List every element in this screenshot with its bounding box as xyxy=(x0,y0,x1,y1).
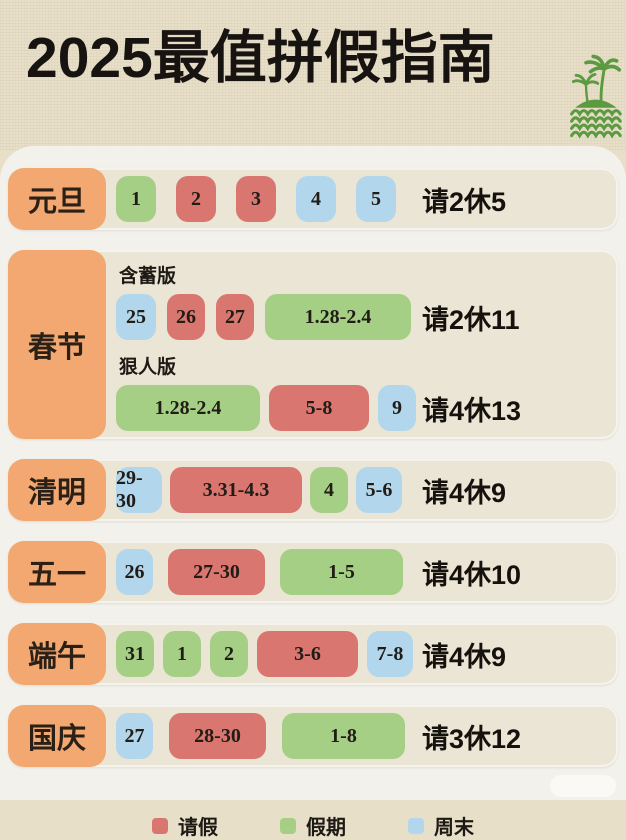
date-cell-holiday: 31 xyxy=(116,631,154,677)
date-cell-weekend: 4 xyxy=(296,176,336,222)
plan-subrow: 1 2 3 4 5 请2休5 xyxy=(116,176,616,222)
legend-label: 假期 xyxy=(306,817,346,839)
variant-tag: 含蓄版 xyxy=(119,266,177,287)
holiday-name: 春节 xyxy=(8,250,106,439)
holiday-name: 国庆 xyxy=(8,705,106,767)
legend-swatch-weekend xyxy=(408,817,424,834)
holiday-row-body: 29-30 3.31-4.3 4 5-6 请4休9 xyxy=(104,461,616,519)
holiday-row-body: 含蓄版 25 26 27 1.28-2.4 请2休11 狠人版 1.28-2.4 5-8 9 请4休… xyxy=(104,252,616,437)
variant-tag: 狠人版 xyxy=(119,357,177,378)
date-cell-holiday: 2 xyxy=(210,631,248,677)
holiday-name: 清明 xyxy=(8,459,106,521)
date-cells: 29-30 3.31-4.3 4 5-6 xyxy=(116,467,416,513)
date-cell-weekend: 9 xyxy=(378,385,416,431)
plan-subrow: 26 27-30 1-5 请4休10 xyxy=(116,549,616,595)
date-cell-weekend: 27 xyxy=(116,713,153,759)
holiday-row: 五一 26 27-30 1-5 请4休10 xyxy=(8,541,618,603)
date-cell-weekend: 25 xyxy=(116,294,156,340)
header: 2025最值拼假指南 xyxy=(0,0,626,150)
date-cell-leave: 27-30 xyxy=(168,549,265,595)
holiday-row-body: 27 28-30 1-8 请3休12 xyxy=(104,707,616,765)
page-title: 2025最值拼假指南 xyxy=(26,26,495,90)
holiday-rows: 元旦 1 2 3 4 5 请2休5 春节 含蓄版 25 26 27 1.28-2.4 请2休11 狠人版 1.… xyxy=(8,168,618,767)
legend-label: 周末 xyxy=(434,817,474,839)
legend-swatch-holiday xyxy=(280,817,296,834)
leave-summary: 请2休11 xyxy=(422,304,520,335)
date-cell-holiday: 1.28-2.4 xyxy=(265,294,411,340)
holiday-row: 端午 31 1 2 3-6 7-8 请4休9 xyxy=(8,623,618,685)
holiday-row: 国庆 27 28-30 1-8 请3休12 xyxy=(8,705,618,767)
plan-subrow: 含蓄版 25 26 27 1.28-2.4 请2休11 xyxy=(116,258,616,340)
holiday-name: 端午 xyxy=(8,623,106,685)
plan-subrow: 31 1 2 3-6 7-8 请4休9 xyxy=(116,631,616,677)
date-cell-leave: 26 xyxy=(167,294,205,340)
plan-line: 1 2 3 4 5 请2休5 xyxy=(116,176,616,222)
date-cell-weekend: 26 xyxy=(116,549,153,595)
date-cell-holiday: 1-5 xyxy=(280,549,403,595)
leave-summary: 请4休13 xyxy=(422,395,522,426)
holiday-row-body: 26 27-30 1-5 请4休10 xyxy=(104,543,616,601)
plan-line: 29-30 3.31-4.3 4 5-6 请4休9 xyxy=(116,467,616,513)
plan-line: 1.28-2.4 5-8 9 请4休13 xyxy=(116,385,616,431)
date-cells: 25 26 27 1.28-2.4 xyxy=(116,294,416,340)
holiday-row: 春节 含蓄版 25 26 27 1.28-2.4 请2休11 狠人版 1.28-2.4 5-8 9 请… xyxy=(8,250,618,439)
date-cell-leave: 2 xyxy=(176,176,216,222)
date-cell-leave: 3 xyxy=(236,176,276,222)
date-cell-leave: 3.31-4.3 xyxy=(170,467,302,513)
date-cell-leave: 27 xyxy=(216,294,254,340)
date-cell-weekend: 29-30 xyxy=(116,467,162,513)
date-cell-holiday: 1-8 xyxy=(282,713,405,759)
legend: 请假 假期 周末 xyxy=(8,811,618,840)
date-cell-holiday: 1 xyxy=(163,631,201,677)
palm-island-icon xyxy=(570,54,622,139)
date-cells: 27 28-30 1-8 xyxy=(116,713,416,759)
date-cells: 26 27-30 1-5 xyxy=(116,549,416,595)
date-cell-leave: 5-8 xyxy=(269,385,369,431)
plan-subrow: 27 28-30 1-8 请3休12 xyxy=(116,713,616,759)
plan-line: 27 28-30 1-8 请3休12 xyxy=(116,713,616,759)
leave-summary: 请2休5 xyxy=(422,186,507,217)
date-cell-weekend: 5 xyxy=(356,176,396,222)
plan-line: 26 27-30 1-5 请4休10 xyxy=(116,549,616,595)
plan-subrow: 29-30 3.31-4.3 4 5-6 请4休9 xyxy=(116,467,616,513)
holiday-row-body: 31 1 2 3-6 7-8 请4休9 xyxy=(104,625,616,683)
date-cell-weekend: 5-6 xyxy=(356,467,402,513)
date-cells: 1.28-2.4 5-8 9 xyxy=(116,385,416,431)
legend-item: 假期 xyxy=(280,811,346,840)
date-cell-holiday: 1 xyxy=(116,176,156,222)
leave-summary: 请4休9 xyxy=(422,477,507,508)
plan-line: 25 26 27 1.28-2.4 请2休11 xyxy=(116,294,616,340)
date-cells: 31 1 2 3-6 7-8 xyxy=(116,631,416,677)
date-cell-weekend: 7-8 xyxy=(367,631,413,677)
holiday-row: 元旦 1 2 3 4 5 请2休5 xyxy=(8,168,618,230)
leave-summary: 请4休10 xyxy=(422,559,522,590)
watermark-pill xyxy=(550,775,616,797)
holiday-row: 清明 29-30 3.31-4.3 4 5-6 请4休9 xyxy=(8,459,618,521)
legend-item: 请假 xyxy=(152,811,218,840)
leave-summary: 请3休12 xyxy=(422,723,522,754)
legend-item: 周末 xyxy=(408,811,474,840)
content-panel: 元旦 1 2 3 4 5 请2休5 春节 含蓄版 25 26 27 1.28-2.4 请2休11 狠人版 1.… xyxy=(0,146,626,839)
legend-label: 请假 xyxy=(178,817,218,839)
date-cell-leave: 28-30 xyxy=(169,713,266,759)
legend-swatch-leave xyxy=(152,817,168,834)
leave-summary: 请4休9 xyxy=(422,641,507,672)
island-shape xyxy=(575,99,617,108)
date-cell-leave: 3-6 xyxy=(257,631,358,677)
holiday-name: 五一 xyxy=(8,541,106,603)
plan-subrow: 狠人版 1.28-2.4 5-8 9 请4休13 xyxy=(116,349,616,431)
holiday-name: 元旦 xyxy=(8,168,106,230)
date-cell-holiday: 1.28-2.4 xyxy=(116,385,260,431)
plan-line: 31 1 2 3-6 7-8 请4休9 xyxy=(116,631,616,677)
holiday-row-body: 1 2 3 4 5 请2休5 xyxy=(104,170,616,228)
date-cell-holiday: 4 xyxy=(310,467,348,513)
